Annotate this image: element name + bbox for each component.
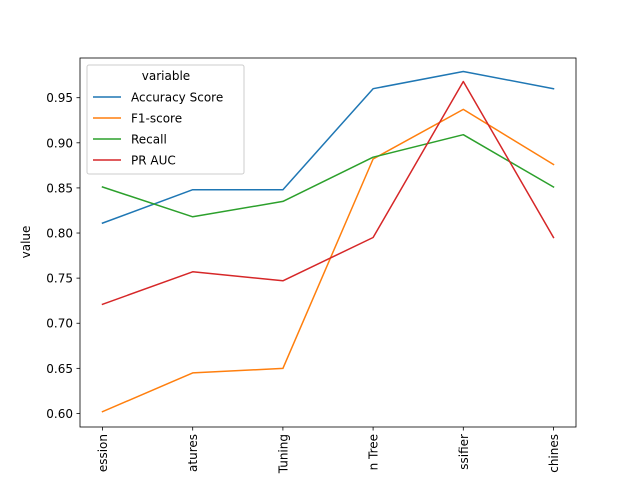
series-line-recall xyxy=(101,133,555,218)
legend-title: variable xyxy=(142,69,190,83)
y-axis: 0.60 0.65 0.70 0.75 0.80 0.85 0.90 0.95 xyxy=(46,91,80,421)
legend: variable Accuracy Score F1-score Recall PR A… xyxy=(86,64,245,175)
y-tick-label: 0.65 xyxy=(46,362,73,376)
x-tick-label: n Tree xyxy=(367,434,381,470)
legend-box xyxy=(86,64,245,175)
series-line-f1-score xyxy=(101,108,555,413)
y-axis-label: value xyxy=(19,226,33,259)
legend-entry: Accuracy Score xyxy=(131,91,223,105)
y-tick-label: 0.70 xyxy=(46,317,73,331)
y-tick-label: 0.75 xyxy=(46,272,73,286)
x-axis: ession atures Tuning n Tree ssifier chines xyxy=(96,427,561,474)
y-tick-label: 0.95 xyxy=(46,91,73,105)
x-tick-label: atures xyxy=(186,434,200,472)
legend-entry: Recall xyxy=(131,133,167,147)
legend-entry: PR AUC xyxy=(131,154,176,168)
x-tick-label: ssifier xyxy=(457,434,471,470)
x-tick-label: ession xyxy=(96,434,110,472)
y-tick-label: 0.85 xyxy=(46,181,73,195)
x-tick-label: chines xyxy=(547,434,561,473)
y-tick-label: 0.60 xyxy=(46,407,73,421)
legend-entry: F1-score xyxy=(131,112,182,126)
plot-frame xyxy=(79,57,577,428)
series-layer xyxy=(101,70,555,413)
y-tick-label: 0.90 xyxy=(46,136,73,150)
y-tick-label: 0.80 xyxy=(46,227,73,241)
series-line-pr-auc xyxy=(101,80,555,306)
series-line-accuracy-score xyxy=(101,70,555,225)
x-tick-label: Tuning xyxy=(276,434,290,474)
